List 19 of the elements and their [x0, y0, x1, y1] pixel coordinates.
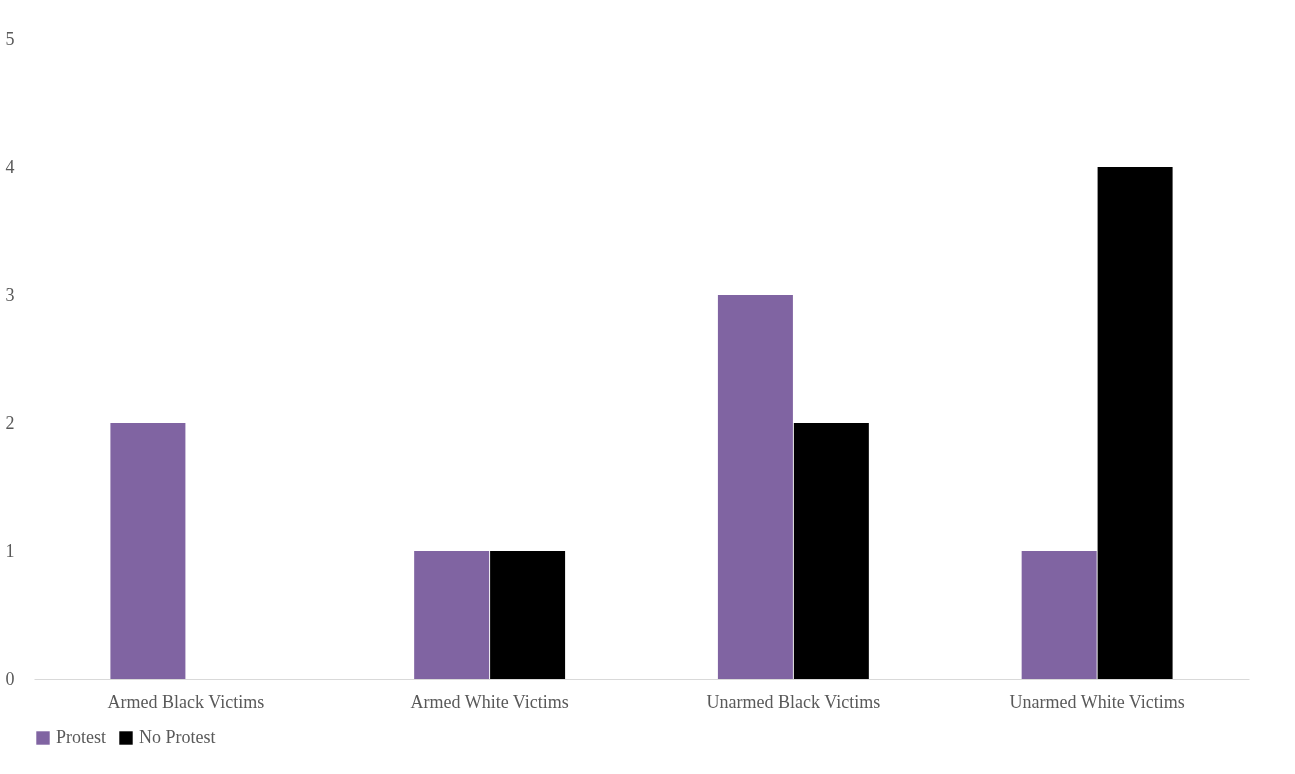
y-tick-label: 0	[5, 668, 15, 689]
y-tick-label: 2	[5, 412, 15, 433]
bar	[414, 551, 490, 679]
legend-label: Protest	[56, 727, 107, 747]
x-tick-label: Armed Black Victims	[107, 691, 265, 712]
bar	[110, 423, 186, 679]
bar	[1021, 551, 1097, 679]
x-tick-label: Armed White Victims	[410, 691, 569, 712]
y-tick-label: 1	[5, 540, 15, 561]
x-tick-label: Unarmed Black Victims	[706, 691, 881, 712]
x-tick-label: Unarmed White Victims	[1009, 691, 1185, 712]
bar	[793, 423, 869, 679]
y-tick-label: 4	[5, 156, 15, 177]
y-tick-label: 3	[5, 284, 15, 305]
y-tick-label: 5	[5, 28, 15, 49]
legend-label: No Protest	[139, 727, 216, 747]
bar	[717, 295, 793, 679]
bar	[490, 551, 566, 679]
bar	[1097, 167, 1173, 679]
